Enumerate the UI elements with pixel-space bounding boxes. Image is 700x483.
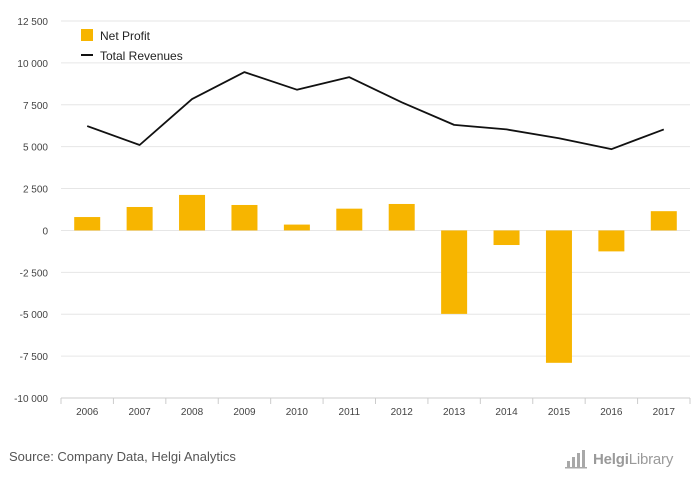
brand-name-bold: Helgi	[593, 450, 629, 468]
y-tick-label: 5 000	[23, 143, 48, 154]
x-tick-label: 2017	[653, 407, 676, 418]
y-tick-label: 7 500	[23, 101, 48, 112]
x-tick-label: 2014	[495, 407, 518, 418]
x-tick-label: 2011	[339, 407, 361, 418]
bar-net-profit	[283, 224, 310, 231]
helgi-logo-icon	[565, 450, 587, 469]
y-tick-label: 2 500	[23, 185, 48, 196]
brand-name-light: Library	[628, 450, 674, 468]
legend-label-net-profit: Net Profit	[100, 29, 151, 43]
bar-net-profit	[231, 204, 258, 231]
x-tick-label: 2016	[600, 407, 623, 418]
x-tick-label: 2007	[129, 407, 152, 418]
gridlines	[61, 20, 690, 399]
x-axis	[60, 397, 691, 404]
brand-name: HelgiLibrary	[593, 451, 673, 468]
x-tick-label: 2012	[391, 407, 414, 418]
x-tick-label: 2006	[76, 407, 99, 418]
net-profit-bars	[74, 194, 677, 363]
bar-net-profit	[441, 230, 468, 314]
x-tick-label: 2015	[548, 407, 571, 418]
x-tick-label: 2009	[233, 407, 256, 418]
bar-net-profit	[126, 206, 153, 231]
y-tick-label: 12 500	[17, 17, 48, 28]
bar-net-profit	[650, 211, 677, 231]
x-tick-label: 2013	[443, 407, 466, 418]
bar-net-profit	[179, 194, 206, 231]
legend-swatch-net-profit	[81, 29, 93, 41]
legend-label-total-revenues: Total Revenues	[100, 49, 183, 63]
y-tick-label: -2 500	[20, 268, 49, 279]
source-note: Source: Company Data, Helgi Analytics	[9, 449, 236, 464]
brand-logo[interactable]: HelgiLibrary	[565, 447, 673, 471]
bar-net-profit	[545, 230, 572, 363]
bar-net-profit	[336, 208, 363, 231]
x-axis-ticks: 2006 2007 2008 2009 2010 2011 2012 2013 2014 2015…	[76, 407, 675, 418]
total-revenues-line	[86, 71, 665, 151]
y-tick-label: -5 000	[20, 310, 49, 321]
y-tick-label: 0	[42, 226, 48, 237]
y-tick-label: 10 000	[17, 59, 48, 70]
legend: Net Profit Total Revenues	[81, 29, 183, 63]
bar-net-profit	[388, 203, 415, 231]
bar-net-profit	[493, 230, 520, 246]
series-line-total-revenues	[86, 71, 665, 151]
chart-canvas: 12 500 10 000 7 500 5 000 2 500 0 -2 500 -5 000…	[14, 17, 691, 418]
bar-net-profit	[74, 217, 101, 231]
x-tick-label: 2010	[286, 407, 309, 418]
y-tick-label: -10 000	[14, 394, 48, 405]
x-tick-label: 2008	[181, 407, 204, 418]
y-tick-label: -7 500	[20, 352, 49, 363]
bar-net-profit	[598, 230, 625, 252]
y-axis-ticks: 12 500 10 000 7 500 5 000 2 500 0 -2 500 -5 000…	[14, 17, 48, 405]
